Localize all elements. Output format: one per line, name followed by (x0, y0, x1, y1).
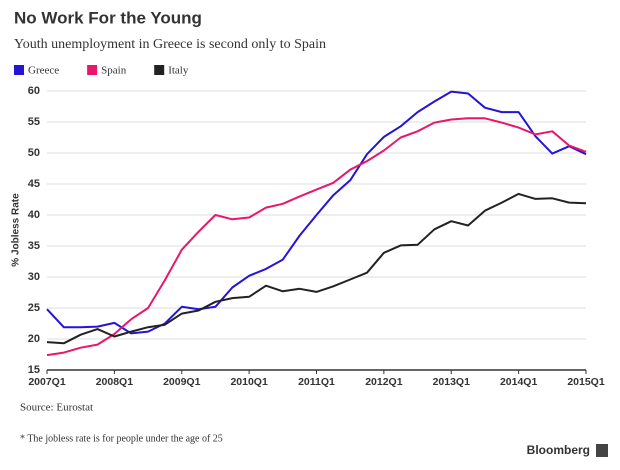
x-tick-label: 2007Q1 (28, 376, 66, 388)
legend-swatch (87, 65, 98, 75)
brand: Bloomberg (527, 443, 590, 457)
y-tick-label: 35 (28, 240, 40, 252)
y-tick-label: 50 (28, 147, 40, 159)
x-tick-label: 2008Q1 (96, 376, 134, 388)
y-tick-label: 60 (28, 85, 40, 97)
series-line (46, 117, 587, 357)
y-tick-label: 45 (28, 178, 40, 190)
chart-subtitle: Youth unemployment in Greece is second o… (14, 37, 326, 52)
legend-swatch (14, 65, 24, 75)
series-line (46, 90, 587, 335)
legend-swatch (154, 65, 165, 75)
legend-label: Spain (101, 65, 127, 77)
y-axis-label: % Jobless Rate (11, 193, 22, 267)
x-tick-label: 2013Q1 (433, 376, 471, 388)
y-tick-label: 15 (28, 364, 40, 376)
x-tick-label: 2012Q1 (365, 376, 403, 388)
series-line (46, 192, 587, 345)
source: Source: Eurostat (20, 402, 93, 414)
y-tick-label: 55 (28, 116, 40, 128)
y-tick-label: 40 (28, 209, 40, 221)
legend-label: Greece (28, 65, 59, 77)
x-tick-label: 2015Q1 (567, 376, 605, 388)
footnote: * The jobless rate is for people under t… (20, 433, 223, 444)
y-tick-label: 25 (28, 302, 40, 314)
x-tick-label: 2009Q1 (163, 376, 201, 388)
y-tick-label: 30 (28, 271, 40, 283)
x-tick-label: 2010Q1 (230, 376, 268, 388)
y-tick-label: 20 (28, 333, 40, 345)
x-tick-label: 2011Q1 (298, 376, 335, 388)
legend-label: Italy (168, 65, 189, 77)
brand-icon (596, 444, 608, 457)
x-tick-label: 2014Q1 (500, 376, 538, 388)
chart-title: No Work For the Young (14, 8, 202, 27)
